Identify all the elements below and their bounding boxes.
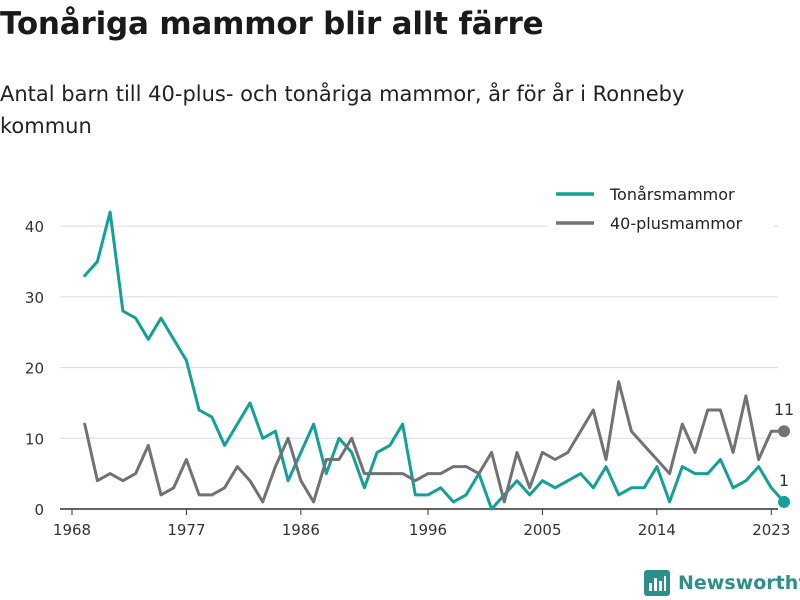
end-value-label: 11: [774, 400, 794, 419]
end-value-label: 1: [779, 471, 789, 490]
chart-title: Tonåriga mammor blir allt färre: [0, 6, 544, 42]
x-tick-label: 2005: [523, 521, 561, 539]
x-tick-label: 1968: [53, 521, 91, 539]
legend: Tonårsmammor 40-plusmammor: [548, 180, 774, 242]
legend-label: Tonårsmammor: [609, 185, 735, 204]
grid-lines: [60, 225, 778, 439]
y-axis-ticks: 0 10 20 30 40: [25, 218, 44, 519]
series-line: [83, 210, 786, 511]
x-tick-label: 1996: [409, 521, 447, 539]
y-tick-label: 30: [25, 289, 44, 307]
x-tick-label: 1977: [167, 521, 205, 539]
legend-background: [548, 180, 774, 242]
brand-name: Newsworthy: [678, 572, 800, 594]
y-tick-label: 40: [25, 218, 44, 236]
series-end-point: [778, 425, 790, 438]
chart-subtitle: Antal barn till 40-plus- och tonåriga ma…: [0, 82, 685, 138]
y-tick-label: 0: [34, 501, 44, 519]
y-tick-label: 10: [25, 430, 44, 448]
series-lines: 111: [83, 210, 794, 511]
bar-chart-icon: [644, 570, 670, 596]
x-tick-label: 2014: [638, 521, 676, 539]
series-end-point: [778, 495, 790, 508]
legend-label: 40-plusmammor: [610, 214, 743, 233]
x-axis: 1968 1977 1986 1996 2005 2014 2023: [53, 508, 790, 539]
series-line: [83, 380, 786, 504]
newsworthy-logo: Newsworthy: [644, 570, 800, 596]
x-tick-label: 1986: [282, 521, 320, 539]
x-tick-label: 2023: [752, 521, 790, 539]
y-tick-label: 20: [25, 360, 44, 378]
